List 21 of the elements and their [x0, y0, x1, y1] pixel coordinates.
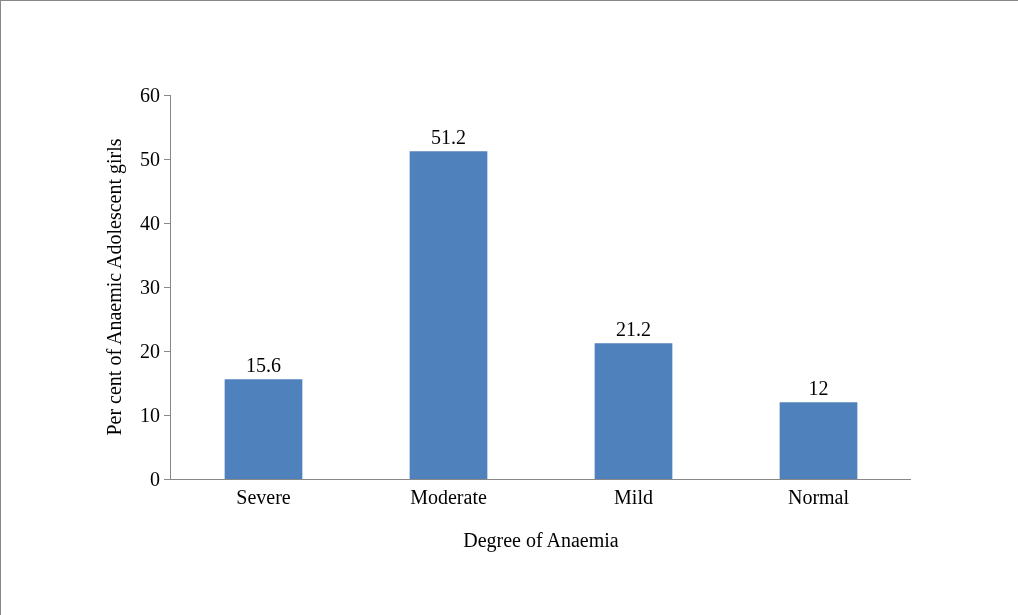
data-label: 21.2 [616, 318, 651, 341]
bar [409, 151, 488, 479]
x-tick-label: Severe [236, 486, 291, 508]
data-label: 51.2 [431, 126, 466, 149]
x-tick-label: Moderate [410, 486, 487, 508]
y-tick-label: 10 [140, 404, 160, 426]
x-tick-label: Normal [787, 486, 850, 508]
y-tick-label: 30 [140, 276, 160, 298]
x-axis-title: Degree of Anaemia [463, 528, 619, 552]
bar [594, 343, 673, 479]
x-tick-label: Mild [614, 486, 653, 508]
bar [224, 379, 303, 479]
data-label: 15.6 [246, 354, 281, 377]
y-tick-label: 20 [140, 340, 160, 362]
y-tick-label: 40 [140, 212, 160, 234]
y-tick-label: 0 [150, 468, 160, 490]
y-tick-label: 50 [140, 148, 160, 170]
bar [779, 402, 858, 479]
data-label: 12 [808, 377, 829, 400]
y-tick-label: 60 [140, 84, 160, 106]
y-axis-title: Per cent of Anaemic Adolescent girls [103, 138, 126, 436]
